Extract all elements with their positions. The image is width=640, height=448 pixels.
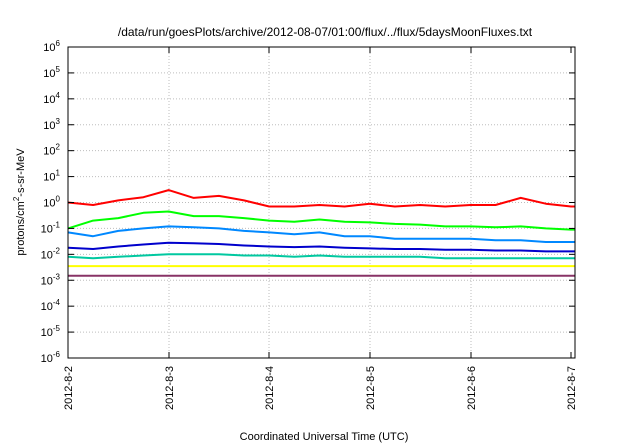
y-tick-exp: 3 bbox=[56, 117, 61, 126]
y-tick-label: 100 bbox=[43, 195, 60, 210]
y-tick-label: 10-2 bbox=[41, 246, 61, 261]
y-axis-label-sup: 2 bbox=[12, 196, 21, 201]
y-tick-exp: -1 bbox=[53, 220, 61, 229]
y-tick-label: 10-1 bbox=[41, 220, 61, 235]
y-tick-label: 10-4 bbox=[41, 298, 61, 313]
y-tick-base: 10 bbox=[43, 198, 55, 210]
x-tick-label: 2012-8-5 bbox=[365, 366, 377, 410]
y-tick-exp: -5 bbox=[53, 324, 61, 333]
y-tick-base: 10 bbox=[41, 327, 53, 339]
y-tick-label: 104 bbox=[43, 91, 60, 106]
y-tick-base: 10 bbox=[43, 42, 55, 54]
y-tick-base: 10 bbox=[41, 223, 53, 235]
y-tick-exp: 0 bbox=[56, 195, 61, 204]
y-tick-exp: 1 bbox=[56, 169, 61, 178]
chart-title: /data/run/goesPlots/archive/2012-08-07/0… bbox=[118, 25, 533, 39]
y-axis-label-pre: protons/cm bbox=[15, 201, 27, 255]
y-tick-exp: 5 bbox=[56, 65, 61, 74]
grid bbox=[68, 47, 575, 358]
x-tick-label: 2012-8-4 bbox=[264, 366, 276, 410]
y-axis-label-post: -s-sr-MeV bbox=[15, 148, 27, 197]
y-tick-exp: 2 bbox=[56, 143, 61, 152]
x-tick-label: 2012-8-3 bbox=[164, 366, 176, 410]
y-tick-base: 10 bbox=[43, 146, 55, 158]
y-tick-base: 10 bbox=[41, 249, 53, 261]
series-line-2 bbox=[67, 210, 575, 231]
y-tick-exp: 6 bbox=[56, 39, 61, 48]
y-tick-base: 10 bbox=[41, 301, 53, 313]
y-tick-base: 10 bbox=[41, 353, 53, 365]
y-tick-base: 10 bbox=[43, 172, 55, 184]
y-tick-base: 10 bbox=[43, 94, 55, 106]
plot-frame bbox=[67, 46, 576, 359]
series-line-4 bbox=[67, 241, 575, 253]
y-tick-label: 101 bbox=[43, 169, 60, 184]
x-tick-label: 2012-8-7 bbox=[566, 366, 578, 410]
x-tick-label: 2012-8-2 bbox=[63, 366, 75, 410]
series-line-1 bbox=[67, 189, 575, 208]
y-tick-exp: 4 bbox=[56, 91, 61, 100]
series-line-5 bbox=[67, 253, 575, 260]
y-tick-label: 106 bbox=[43, 39, 60, 54]
y-tick-exp: -2 bbox=[53, 246, 61, 255]
y-tick-exp: -6 bbox=[53, 350, 61, 359]
y-tick-label: 105 bbox=[43, 65, 60, 80]
x-axis-label: Coordinated Universal Time (UTC) bbox=[240, 431, 409, 443]
series-layer bbox=[67, 189, 575, 277]
x-tick-labels: 2012-8-2 2012-8-3 2012-8-4 2012-8-5 2012-8-6… bbox=[63, 366, 578, 410]
ticks bbox=[67, 46, 575, 359]
y-tick-label: 103 bbox=[43, 117, 60, 132]
y-tick-exp: -3 bbox=[53, 272, 61, 281]
y-tick-labels: 10-610-510-410-310-210-11001011021031041… bbox=[41, 39, 61, 365]
y-tick-base: 10 bbox=[43, 120, 55, 132]
y-tick-label: 102 bbox=[43, 143, 60, 158]
y-tick-label: 10-6 bbox=[41, 350, 61, 365]
y-tick-label: 10-3 bbox=[41, 272, 61, 287]
x-tick-label: 2012-8-6 bbox=[466, 366, 478, 410]
y-tick-base: 10 bbox=[43, 68, 55, 80]
series-line-3 bbox=[67, 225, 575, 243]
y-tick-base: 10 bbox=[41, 275, 53, 287]
y-axis-label: protons/cm2-s-sr-MeV bbox=[12, 148, 27, 256]
y-tick-exp: -4 bbox=[53, 298, 61, 307]
y-tick-label: 10-5 bbox=[41, 324, 61, 339]
